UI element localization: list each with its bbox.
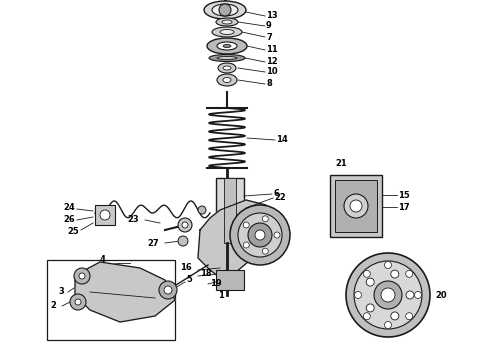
Text: 22: 22 (274, 194, 286, 202)
Bar (330, 175, 382, 237)
Circle shape (219, 4, 231, 16)
Circle shape (363, 313, 370, 320)
Circle shape (198, 206, 206, 214)
Bar (216, 270, 244, 290)
Circle shape (238, 213, 282, 257)
Circle shape (274, 232, 280, 238)
Bar (216, 178, 244, 243)
Circle shape (363, 270, 370, 277)
Ellipse shape (222, 20, 232, 24)
Text: 23: 23 (127, 216, 139, 225)
Text: 25: 25 (67, 226, 79, 235)
Circle shape (366, 304, 374, 312)
Text: 20: 20 (435, 291, 446, 300)
Ellipse shape (223, 77, 231, 82)
Circle shape (406, 291, 414, 299)
Text: 19: 19 (210, 279, 221, 288)
Ellipse shape (220, 30, 234, 35)
Bar (47, 260, 175, 340)
Ellipse shape (212, 27, 242, 37)
Text: 6: 6 (273, 189, 279, 198)
Bar (335, 180, 377, 232)
Circle shape (344, 194, 368, 218)
Ellipse shape (217, 57, 237, 59)
Circle shape (164, 286, 172, 294)
Text: 15: 15 (398, 190, 410, 199)
Circle shape (178, 236, 188, 246)
Bar (224, 178, 236, 243)
Ellipse shape (223, 66, 231, 70)
Text: 16: 16 (180, 264, 192, 273)
Circle shape (391, 270, 399, 278)
Circle shape (415, 292, 421, 298)
Text: 11: 11 (266, 45, 278, 54)
Ellipse shape (216, 18, 238, 26)
Text: 1: 1 (218, 291, 224, 300)
Circle shape (79, 273, 85, 279)
Polygon shape (198, 200, 270, 280)
Text: 18: 18 (200, 270, 212, 279)
Circle shape (385, 321, 392, 328)
Bar (95, 205, 115, 225)
Text: 12: 12 (266, 58, 278, 67)
Text: 14: 14 (276, 135, 288, 144)
Circle shape (159, 281, 177, 299)
Text: 10: 10 (266, 68, 278, 77)
Text: 4: 4 (100, 256, 106, 265)
Circle shape (255, 230, 265, 240)
Circle shape (182, 222, 188, 228)
Circle shape (243, 222, 249, 228)
Circle shape (406, 313, 413, 320)
Text: 8: 8 (266, 80, 272, 89)
Circle shape (346, 253, 430, 337)
Text: 2: 2 (50, 302, 56, 310)
Polygon shape (75, 262, 175, 322)
Circle shape (406, 270, 413, 277)
Circle shape (178, 218, 192, 232)
Text: 27: 27 (147, 238, 159, 248)
Text: 17: 17 (398, 202, 410, 211)
Ellipse shape (212, 4, 238, 16)
Ellipse shape (204, 1, 246, 19)
Circle shape (262, 248, 268, 254)
Circle shape (230, 205, 290, 265)
Circle shape (374, 281, 402, 309)
Circle shape (74, 268, 90, 284)
Circle shape (391, 312, 399, 320)
Text: 9: 9 (266, 22, 272, 31)
Text: 7: 7 (266, 32, 272, 41)
Ellipse shape (218, 63, 236, 73)
Circle shape (262, 216, 268, 222)
Text: 24: 24 (63, 202, 75, 211)
Circle shape (248, 223, 272, 247)
Circle shape (70, 294, 86, 310)
Ellipse shape (207, 38, 247, 54)
Circle shape (385, 261, 392, 269)
Circle shape (381, 288, 395, 302)
Ellipse shape (217, 42, 237, 50)
Circle shape (354, 261, 422, 329)
Circle shape (75, 299, 81, 305)
Ellipse shape (217, 74, 237, 86)
Circle shape (366, 278, 374, 286)
Circle shape (100, 210, 110, 220)
Circle shape (243, 242, 249, 248)
Text: 21: 21 (335, 158, 347, 167)
Text: 13: 13 (266, 12, 278, 21)
Ellipse shape (223, 45, 231, 48)
Circle shape (350, 200, 362, 212)
Text: 3: 3 (58, 288, 64, 297)
Circle shape (354, 292, 362, 298)
Ellipse shape (209, 54, 245, 62)
Text: 26: 26 (63, 215, 75, 224)
Text: 5: 5 (186, 275, 192, 284)
